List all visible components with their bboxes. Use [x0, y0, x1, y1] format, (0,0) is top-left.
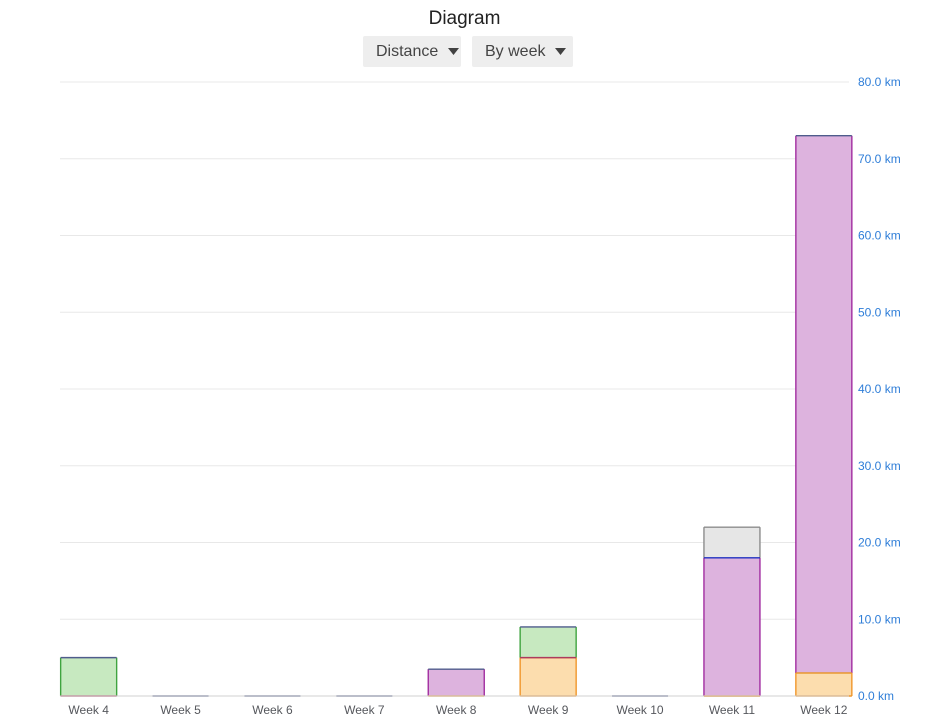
- svg-text:Week 10: Week 10: [616, 703, 663, 716]
- svg-text:Week 9: Week 9: [528, 703, 569, 716]
- svg-text:Week 8: Week 8: [436, 703, 477, 716]
- svg-text:10.0 km: 10.0 km: [858, 612, 901, 626]
- svg-text:0.0 km: 0.0 km: [858, 689, 894, 703]
- svg-text:50.0 km: 50.0 km: [858, 305, 901, 319]
- svg-text:Week 4: Week 4: [68, 703, 109, 716]
- svg-text:Week 12: Week 12: [800, 703, 847, 716]
- svg-text:80.0 km: 80.0 km: [858, 75, 901, 89]
- svg-text:70.0 km: 70.0 km: [858, 152, 901, 166]
- svg-text:60.0 km: 60.0 km: [858, 229, 901, 243]
- svg-text:Week 6: Week 6: [252, 703, 293, 716]
- svg-text:40.0 km: 40.0 km: [858, 382, 901, 396]
- svg-text:20.0 km: 20.0 km: [858, 536, 901, 550]
- svg-text:30.0 km: 30.0 km: [858, 459, 901, 473]
- svg-text:Week 5: Week 5: [160, 703, 201, 716]
- svg-text:Week 11: Week 11: [709, 703, 756, 716]
- svg-text:Week 7: Week 7: [344, 703, 385, 716]
